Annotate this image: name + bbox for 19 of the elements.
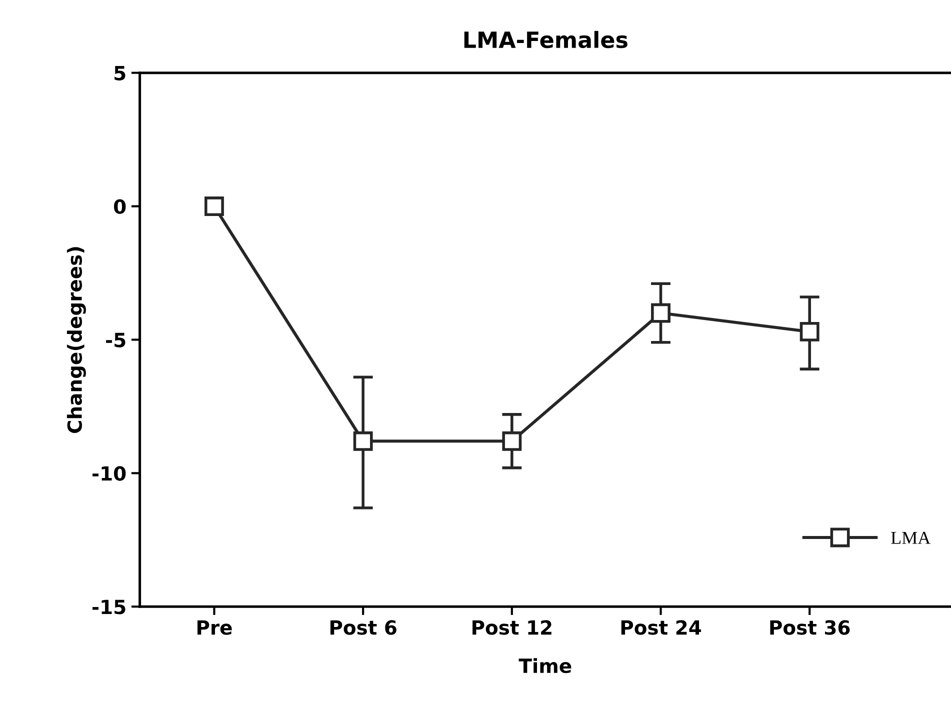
y-tick-label: -15: [92, 600, 126, 614]
x-axis-title: Time: [518, 658, 572, 674]
point: [651, 303, 670, 323]
y-tick-label: -5: [106, 332, 126, 348]
x-tick-label: Post 36: [770, 620, 850, 635]
x-tick-label: Post 24: [621, 620, 702, 635]
x-tick-label: Post 6: [330, 620, 396, 635]
x-tick-label: Pre: [197, 620, 232, 635]
point: [800, 322, 820, 342]
x-tick-label: Post 12: [472, 620, 552, 635]
legend-label: LMA: [891, 532, 931, 544]
point: [204, 196, 224, 216]
y-tick-label: -10: [92, 466, 126, 481]
y-tick-label: 5: [114, 66, 126, 80]
y-axis-title: Change(degrees): [66, 247, 86, 434]
point: [502, 431, 522, 451]
y-tick-label: 0: [114, 199, 126, 214]
chart-title: LMA-Females: [464, 30, 628, 48]
point: [353, 431, 373, 451]
